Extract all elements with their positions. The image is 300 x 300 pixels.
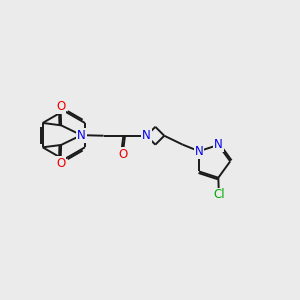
Text: N: N [214,138,223,152]
Text: N: N [195,145,203,158]
Text: O: O [118,148,127,161]
Text: N: N [142,129,151,142]
Text: N: N [77,129,86,142]
Text: O: O [56,100,65,113]
Text: O: O [56,157,65,170]
Text: Cl: Cl [213,188,225,202]
